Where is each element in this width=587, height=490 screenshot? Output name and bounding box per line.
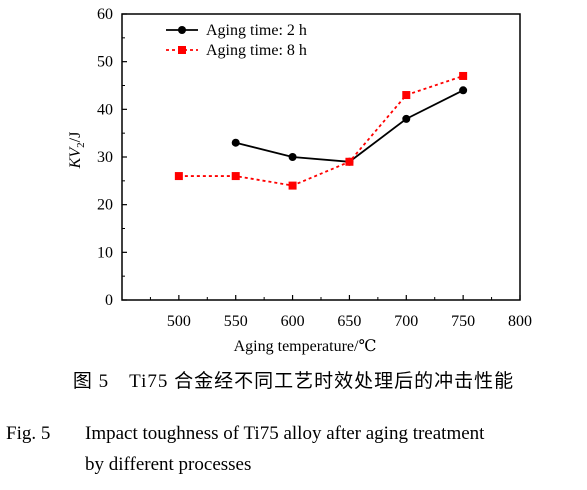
series-1-point [288, 153, 297, 161]
legend-marker-2 [178, 46, 186, 54]
x-tick-label: 500 [167, 313, 191, 330]
y-tick-label: 30 [97, 149, 113, 166]
legend-label-2: Aging time: 8 h [206, 42, 307, 59]
caption-english-line-2: by different processes [85, 454, 252, 475]
legend-marker-1 [178, 26, 186, 34]
legend-label-1: Aging time: 2 h [206, 22, 307, 39]
series-2-point [402, 91, 411, 100]
y-axis-label-unit: /J [67, 132, 84, 143]
x-tick-label: 650 [337, 313, 361, 330]
legend: Aging time: 2 h Aging time: 8 h [166, 22, 307, 59]
plot-frame [121, 13, 521, 301]
y-tick-label: 60 [97, 6, 113, 23]
x-axis-label: Aging temperature/℃ [234, 338, 377, 355]
series-2-point [231, 172, 240, 181]
x-tick-label: 800 [508, 313, 532, 330]
series-2-point [288, 181, 297, 190]
x-tick-label: 750 [451, 313, 475, 330]
series-1-point [231, 138, 240, 147]
series-line-1 [235, 89, 464, 163]
caption-chinese: 图 5 Ti75 合金经不同工艺时效处理后的冲击性能 [72, 371, 515, 392]
y-tick-label: 10 [97, 244, 113, 261]
series-line-2 [178, 75, 464, 187]
y-tick-label: 0 [105, 292, 113, 309]
series-2-point [174, 172, 183, 181]
y-tick-label: 40 [97, 101, 113, 118]
series-layer [174, 71, 468, 190]
x-tick-label: 550 [224, 313, 248, 330]
axes: 500 550 600 650 700 750 800 0 10 20 30 40 50 60 [97, 6, 532, 330]
y-tick-label: 50 [97, 54, 113, 71]
series-1-point [402, 114, 411, 123]
series-2-point [345, 157, 354, 166]
caption-english-line-1: Impact toughness of Ti75 alloy after agi… [85, 423, 485, 444]
series-1-point [459, 86, 468, 95]
y-axis-label: KV2/J [67, 132, 87, 170]
series-2-point [459, 71, 468, 80]
y-axis-label-main: KV [67, 146, 84, 170]
x-tick-label: 600 [281, 313, 305, 330]
chart: 500 550 600 650 700 750 800 0 10 20 30 40 50 60 Aging… [67, 6, 532, 355]
y-axis-label-sub: 2 [75, 142, 87, 148]
caption-figure-label: Fig. 5 [6, 423, 51, 444]
x-tick-label: 700 [394, 313, 418, 330]
y-tick-label: 20 [97, 197, 113, 214]
